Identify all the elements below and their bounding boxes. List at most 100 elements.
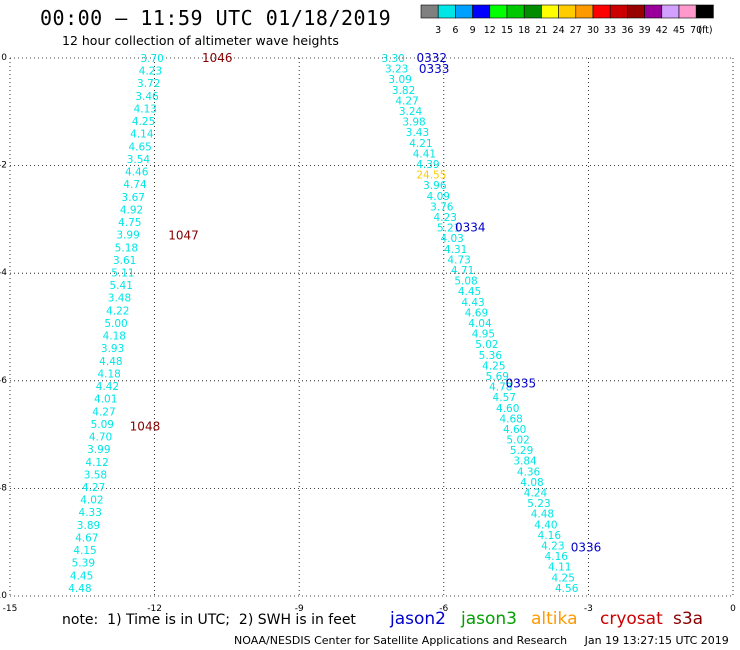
wave-height-label: 3.58 [84, 469, 107, 481]
y-tick-label: -10 [0, 591, 7, 601]
color-bin-label: 6 [452, 25, 458, 36]
wave-height-label: 4.27 [92, 406, 115, 418]
wave-height-label: 4.40 [534, 519, 557, 531]
wave-height-label: 4.65 [128, 141, 151, 153]
wave-height-label: 4.23 [541, 541, 564, 553]
wave-height-label: 4.57 [493, 392, 516, 404]
wave-height-label: 4.95 [472, 329, 495, 341]
time-annotation: 0336 [571, 541, 602, 555]
wave-height-label: 4.43 [461, 297, 484, 309]
wave-height-label: 5.08 [454, 276, 477, 288]
wave-height-label: 3.76 [430, 201, 454, 213]
time-annotation: 0333 [419, 62, 450, 76]
y-tick-label: -2 [0, 161, 7, 171]
wave-height-label: 4.04 [468, 318, 492, 330]
wave-height-label: 4.03 [440, 233, 463, 245]
color-bin-label: 27 [570, 25, 582, 36]
wave-height-label: 3.67 [122, 192, 145, 204]
wave-height-label: 4.36 [517, 466, 541, 478]
wave-height-label: 3.43 [406, 127, 429, 139]
satellite-label-cryosat: cryosat [600, 609, 663, 629]
color-scale-unit: (ft) [698, 25, 712, 36]
y-tick-label: -4 [0, 268, 7, 278]
wave-height-label: 5.21 [437, 223, 460, 235]
wave-height-label: 4.48 [68, 583, 91, 595]
x-tick-label: -3 [584, 604, 593, 612]
wave-height-label: 5.39 [72, 558, 95, 570]
wave-height-label: 4.11 [548, 562, 571, 574]
wave-height-label: 3.72 [137, 78, 160, 90]
wave-height-label: 4.23 [434, 212, 457, 224]
satellite-label-s3a: s3a [673, 609, 704, 629]
color-bin-label: 33 [604, 25, 616, 36]
color-bin-label: 70 [690, 25, 702, 36]
wave-height-label: 4.60 [503, 424, 526, 436]
wave-height-label: 4.78 [489, 382, 512, 394]
wave-height-label: 4.31 [444, 244, 467, 256]
wave-height-label: 4.12 [85, 457, 108, 469]
satellite-label-jason2: jason2 [390, 609, 446, 629]
wave-height-label: 5.29 [510, 445, 533, 457]
wave-height-label: 3.96 [423, 180, 447, 192]
wave-height-label: 4.46 [125, 167, 149, 179]
wave-height-label: 4.45 [458, 286, 481, 298]
footnote: note: 1) Time is in UTC; 2) SWH is in fe… [62, 612, 356, 628]
wave-height-label: 3.70 [140, 53, 163, 65]
satellite-label-jason3: jason3 [461, 609, 517, 629]
wave-height-label: 3.61 [113, 255, 136, 267]
wave-height-label: 5.36 [479, 350, 503, 362]
wave-height-label: 4.25 [552, 572, 575, 584]
y-tick-label: -6 [0, 376, 7, 386]
time-annotation: 1046 [202, 51, 233, 65]
wave-height-label: 4.16 [545, 551, 569, 563]
wave-height-label: 4.45 [70, 570, 93, 582]
wave-height-label: 3.93 [101, 343, 124, 355]
wave-height-label: 3.09 [388, 74, 411, 86]
wave-height-label: 5.11 [111, 267, 134, 279]
wave-height-label: 3.48 [108, 293, 131, 305]
color-bin-label: 9 [470, 25, 476, 36]
wave-height-label: 5.09 [91, 419, 114, 431]
wave-height-label: 4.13 [134, 103, 157, 115]
series-track-left: 3.704.233.723.464.134.254.144.653.544.46… [68, 53, 164, 595]
color-bin-label: 12 [484, 25, 496, 36]
time-annotation: 0332 [416, 51, 447, 65]
wave-height-label: 3.89 [77, 520, 100, 532]
wave-height-label: 3.24 [399, 106, 423, 118]
wave-height-label: 4.02 [80, 495, 103, 507]
wave-height-label: 4.15 [73, 545, 96, 557]
wave-height-label: 5.69 [486, 371, 509, 383]
wave-height-label: 4.68 [499, 413, 522, 425]
satellite-label-altika: altika [531, 609, 578, 629]
wave-height-label: 4.21 [409, 138, 432, 150]
time-annotation: 1047 [168, 229, 199, 243]
wave-height-label: 3.54 [127, 154, 151, 166]
plot-frame [9, 57, 734, 597]
wave-height-label: 3.46 [135, 91, 159, 103]
color-bin-label: 3 [435, 25, 441, 36]
wave-height-label: 3.23 [385, 64, 408, 76]
wave-height-label: 4.74 [123, 179, 147, 191]
wave-height-label: 4.33 [79, 507, 102, 519]
wave-height-label: 4.60 [496, 403, 519, 415]
color-bin-label: 39 [639, 25, 651, 36]
wave-height-label: 5.18 [115, 242, 138, 254]
wave-height-label: 5.41 [110, 280, 133, 292]
x-tick-label: -12 [147, 604, 162, 612]
color-scale-legend: 3 6 9 12 15 18 21 24 27 30 33 36 39 42 45 70(ft) [420, 4, 714, 36]
wave-height-label: 4.56 [555, 583, 579, 595]
x-tick-label: 0 [730, 604, 736, 612]
x-tick-label: -9 [295, 604, 304, 612]
color-bin-label: 24 [553, 25, 565, 36]
wave-height-label: 4.73 [447, 254, 470, 266]
wave-height-label: 3.84 [513, 456, 537, 468]
wave-height-label: 4.67 [75, 532, 98, 544]
wave-height-label: 4.39 [416, 159, 439, 171]
wave-height-label: 4.22 [106, 305, 129, 317]
y-tick-label: 0 [1, 53, 7, 63]
color-bin-label: 42 [656, 25, 668, 36]
color-bin [695, 4, 714, 19]
wave-height-label: 4.27 [395, 95, 418, 107]
chart-subtitle: 12 hour collection of altimeter wave hei… [62, 33, 339, 48]
wave-height-label: 5.02 [506, 435, 529, 447]
